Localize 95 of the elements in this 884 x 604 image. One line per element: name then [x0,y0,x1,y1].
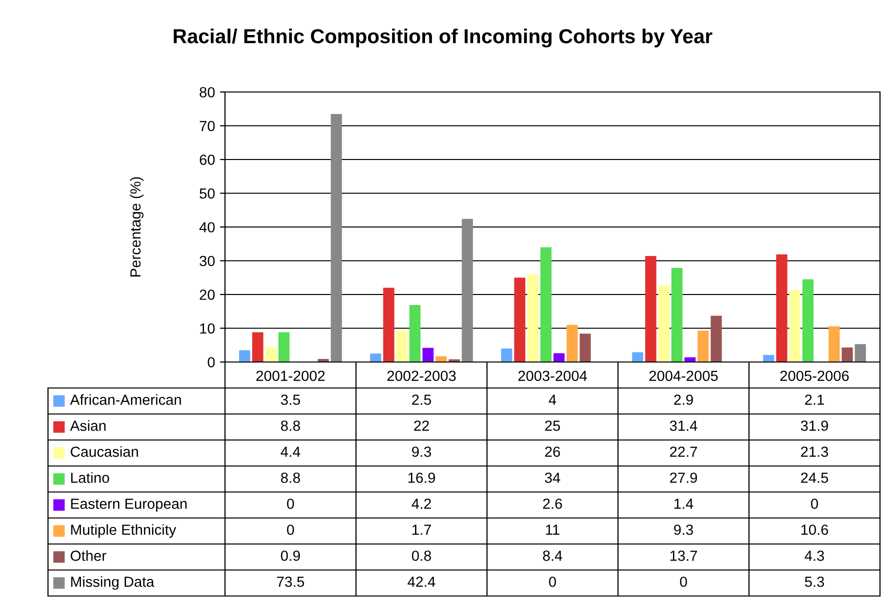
data-label: 22 [414,420,429,431]
bar [566,324,578,362]
data-label: 13.7 [670,550,697,561]
y-tick-label: 10 [200,323,215,334]
bar [278,332,290,362]
bar [553,353,565,362]
data-label: 25 [545,420,560,431]
chart-title: Racial/ Ethnic Composition of Incoming Cohorts by Year [174,28,712,48]
legend-label: Eastern European [71,498,187,512]
data-label: 3.5 [280,394,300,405]
bar [789,290,800,362]
data-label: 11 [546,524,560,535]
bar [239,350,250,362]
bar [514,278,526,362]
y-tick-label: 70 [200,120,215,132]
data-label: 0 [811,498,818,509]
data-label: 10.6 [801,524,828,535]
data-label: 21.3 [801,446,828,457]
bar [645,256,656,362]
bar [527,274,538,362]
bar [580,334,591,362]
data-label: 42.4 [408,576,436,587]
legend-label: Mutiple Ethnicity [71,524,176,538]
data-label: 2.6 [543,498,562,509]
bar [265,347,276,362]
data-label: 31.9 [800,420,828,431]
y-tick-label: 0 [208,357,215,368]
bar [854,344,866,362]
bar [776,254,788,362]
bar [842,347,853,362]
data-label: 27.9 [670,472,697,483]
bar [370,354,382,362]
x-tick-label: 2003-2004 [518,370,587,382]
bar [698,330,709,362]
legend-label: Missing Data [71,576,154,590]
y-axis-title: Percentage (%) [130,177,144,276]
bar [828,326,840,362]
bar [409,304,421,362]
data-label: 4 [548,394,556,405]
data-label: 1.7 [412,524,431,535]
data-label: 2.5 [412,394,432,405]
data-label: 9.3 [412,446,431,457]
data-label: 16.9 [408,472,435,483]
x-tick-label: 2004-2005 [649,370,718,382]
bar [763,354,774,362]
data-label: 8.8 [281,472,300,483]
y-tick-label: 30 [200,256,215,266]
bar [501,348,512,362]
y-tick-label: 40 [199,222,215,232]
bar [802,279,814,362]
legend-label: Latino [71,472,110,483]
data-label: 5.3 [804,576,824,587]
data-label: 0.9 [280,550,300,561]
bar [658,285,670,362]
data-label: 9.3 [674,524,693,535]
x-tick-label: 2001-2002 [256,370,325,382]
data-label: 24.5 [801,472,828,483]
data-label: 2.9 [674,394,693,405]
data-label: 26 [545,446,560,457]
bar [710,316,722,362]
y-tick-label: 50 [200,188,215,199]
y-tick-label: 20 [200,290,215,300]
bar [671,268,683,362]
data-label: 1.4 [674,498,694,509]
bar [632,352,644,362]
data-label: 4.2 [412,498,431,509]
legend-label: African-American [70,394,181,405]
bar [252,332,264,362]
data-label: 0 [287,498,294,509]
y-tick-label: 80 [200,87,215,98]
data-label: 4.3 [804,550,824,561]
x-tick-label: 2005-2006 [780,370,849,382]
data-label: 8.4 [543,550,562,561]
bar [540,247,552,362]
data-label: 34 [544,472,560,483]
legend-label: Caucasian [70,446,138,457]
data-label: 31.4 [670,420,698,431]
data-label: 8.8 [281,420,300,431]
data-label: 0 [549,576,556,587]
bar [383,288,394,362]
data-label: 0 [680,576,687,587]
bar [422,348,434,362]
data-label: 73.5 [277,576,304,587]
y-tick-label: 60 [200,154,215,165]
legend-label: Other [70,550,106,561]
bar [462,218,473,362]
data-label: 4.4 [280,446,300,457]
x-tick-label: 2002-2003 [387,370,456,382]
bar [330,114,342,362]
data-label: 0.8 [412,550,432,561]
data-label: 0 [287,524,294,535]
bar [396,330,408,362]
legend-label: Asian [70,420,106,431]
data-label: 22.7 [670,446,697,457]
data-label: 2.1 [805,394,824,405]
